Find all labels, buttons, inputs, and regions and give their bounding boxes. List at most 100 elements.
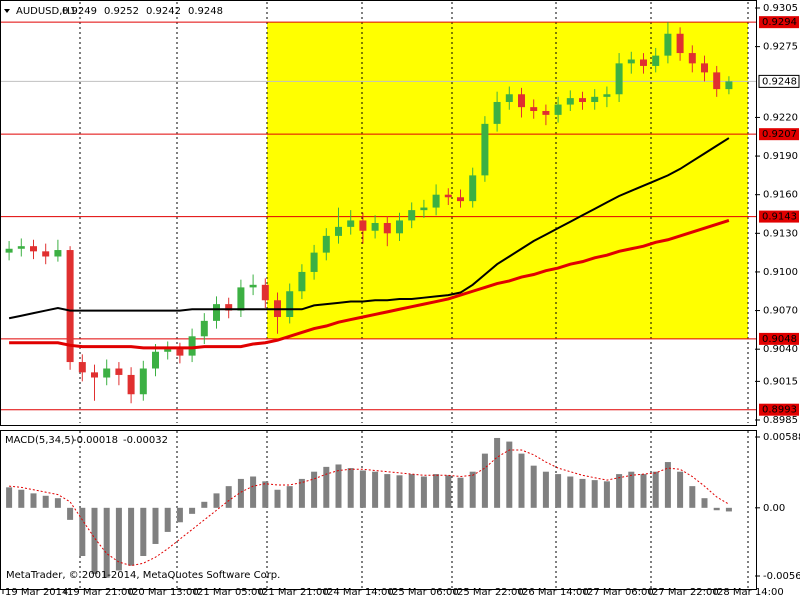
macd-bar bbox=[6, 487, 13, 508]
macd-bar bbox=[579, 478, 586, 508]
candle-body bbox=[469, 175, 477, 202]
candle-body bbox=[688, 53, 696, 64]
candle-body bbox=[603, 94, 611, 97]
macd-bar bbox=[567, 476, 574, 508]
macd-tick-label: 0.00588 bbox=[763, 432, 800, 443]
candle-body bbox=[725, 81, 733, 90]
x-tick-label: 21 Mar 21:00 bbox=[262, 587, 329, 598]
macd-bar bbox=[603, 481, 610, 508]
macd-bar bbox=[152, 507, 159, 544]
y-tick-label: 0.9220 bbox=[763, 112, 798, 123]
macd-bar bbox=[433, 474, 440, 508]
candle-body bbox=[444, 194, 452, 198]
candle-body bbox=[432, 194, 440, 208]
macd-value: -0.00018 bbox=[73, 435, 118, 446]
level-price-box bbox=[759, 16, 799, 29]
candle-body bbox=[347, 220, 355, 227]
candle-body bbox=[42, 251, 50, 257]
candle-body bbox=[408, 210, 416, 221]
candle-body bbox=[542, 111, 550, 115]
y-tick-label: 0.9015 bbox=[763, 376, 798, 387]
candle-body bbox=[566, 98, 574, 105]
level-price-box bbox=[759, 128, 799, 141]
macd-bar bbox=[372, 471, 379, 508]
y-tick-label: 0.9160 bbox=[763, 190, 798, 201]
macd-bar bbox=[103, 507, 110, 578]
candle-body bbox=[457, 197, 464, 202]
x-tick-label: 20 Mar 13:00 bbox=[132, 587, 199, 598]
macd-bar bbox=[54, 498, 61, 508]
macd-bar bbox=[335, 464, 342, 508]
candle-body bbox=[640, 59, 647, 66]
macd-bar bbox=[481, 453, 488, 508]
y-tick-label: 0.8985 bbox=[763, 415, 798, 426]
candle-body bbox=[359, 220, 367, 231]
y-tick-label: 0.9275 bbox=[763, 42, 798, 53]
y-tick-label: 0.9040 bbox=[763, 344, 798, 355]
macd-bar bbox=[689, 486, 696, 508]
highlight-box bbox=[267, 22, 748, 339]
macd-bar bbox=[286, 486, 293, 508]
moving-average bbox=[8, 137, 730, 320]
copyright: MetaTrader, © 2001-2014, MetaQuotes Soft… bbox=[6, 570, 280, 581]
macd-bar bbox=[67, 507, 74, 520]
candle-body bbox=[420, 207, 428, 211]
macd-bar bbox=[201, 501, 208, 508]
macd-bar bbox=[384, 474, 391, 508]
candle-body bbox=[200, 320, 208, 337]
current-price-box bbox=[758, 74, 800, 88]
candle-body bbox=[127, 374, 135, 395]
level-price-box bbox=[759, 332, 799, 345]
candle-body bbox=[17, 246, 25, 249]
candle-body bbox=[481, 123, 489, 176]
candle-body bbox=[591, 96, 599, 102]
x-tick-label: 27 Mar 22:00 bbox=[652, 587, 719, 598]
x-tick-label: 27 Mar 06:00 bbox=[587, 587, 654, 598]
macd-bar bbox=[237, 478, 244, 508]
candle-body bbox=[213, 304, 220, 321]
macd-bar bbox=[140, 507, 147, 557]
candle-body bbox=[371, 223, 379, 231]
candle-body bbox=[518, 94, 525, 108]
candle-body bbox=[225, 304, 233, 311]
symbol-label: AUDUSD,H1 bbox=[16, 6, 76, 17]
x-tick-label: 25 Mar 06:00 bbox=[392, 587, 459, 598]
candle-body bbox=[701, 63, 708, 73]
macd-bar bbox=[628, 471, 635, 508]
macd-bar bbox=[189, 507, 196, 514]
macd-bar bbox=[469, 471, 476, 508]
candle-body bbox=[627, 59, 635, 64]
macd-bar bbox=[713, 507, 720, 511]
macd-bar bbox=[128, 507, 135, 566]
macd-bar bbox=[445, 475, 452, 508]
menu-arrow bbox=[4, 9, 10, 13]
macd-bar bbox=[652, 471, 659, 508]
ohlc-value: 0.9248 bbox=[188, 6, 223, 17]
candle-body bbox=[30, 246, 37, 252]
macd-bar bbox=[176, 507, 183, 523]
candle-body bbox=[554, 104, 562, 115]
candle-body bbox=[66, 250, 74, 363]
level-price-box bbox=[759, 403, 799, 416]
candle-body bbox=[164, 349, 172, 352]
macd-bar bbox=[494, 437, 501, 508]
macd-bar bbox=[396, 475, 403, 508]
macd-bar bbox=[616, 474, 623, 508]
candle-body bbox=[713, 72, 721, 90]
x-tick-label: 25 Mar 22:00 bbox=[457, 587, 524, 598]
candle-body bbox=[115, 368, 123, 375]
x-tick-label: 19 Mar 21:00 bbox=[67, 587, 134, 598]
candle-body bbox=[176, 349, 184, 356]
candle-body bbox=[322, 235, 330, 253]
candle-body bbox=[530, 107, 538, 111]
macd-bar bbox=[311, 471, 318, 508]
macd-bar bbox=[18, 489, 25, 508]
macd-bar bbox=[262, 481, 269, 508]
moving-average bbox=[9, 219, 730, 350]
candle-body bbox=[152, 351, 159, 369]
macd-bar bbox=[555, 474, 562, 508]
x-tick-label: 28 Mar 14:00 bbox=[717, 587, 784, 598]
level-price-box bbox=[759, 210, 799, 223]
y-tick-label: 0.9100 bbox=[763, 267, 798, 278]
